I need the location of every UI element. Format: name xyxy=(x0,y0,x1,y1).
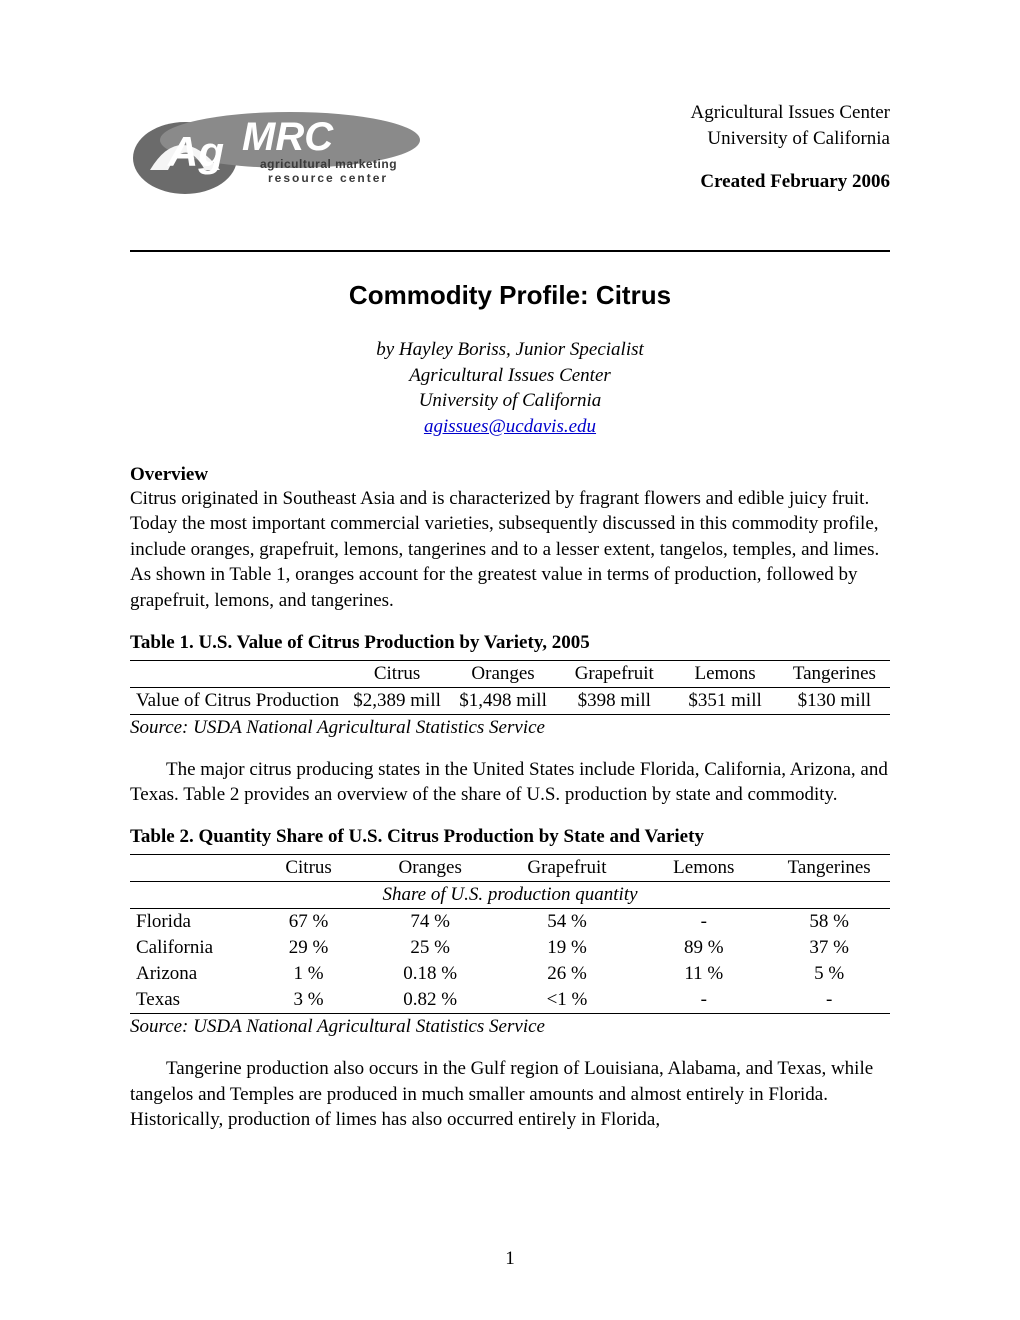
table1-col-2: Oranges xyxy=(449,660,557,687)
table2-val-3-1: 0.82 % xyxy=(366,987,495,1014)
byline-org: Agricultural Issues Center xyxy=(130,363,890,389)
table2-row-label: Florida xyxy=(130,909,252,936)
table2-val-3-2: <1 % xyxy=(495,987,639,1014)
table2: CitrusOrangesGrapefruitLemonsTangerines … xyxy=(130,854,890,1014)
byline-email-link[interactable]: agissues@ucdavis.edu xyxy=(424,416,596,437)
logo-tagline-2: resource center xyxy=(268,171,388,185)
table1-val-2: $398 mill xyxy=(557,687,671,714)
table2-val-2-2: 26 % xyxy=(495,961,639,987)
table2-subhead: Share of U.S. production quantity xyxy=(130,882,890,909)
table2-caption: Table 2. Quantity Share of U.S. Citrus P… xyxy=(130,826,890,848)
logo-tagline-1: agricultural marketing xyxy=(260,157,397,171)
paragraph-2: The major citrus producing states in the… xyxy=(130,757,890,808)
table2-subhead-row: Share of U.S. production quantity xyxy=(130,882,890,909)
table1-caption: Table 1. U.S. Value of Citrus Production… xyxy=(130,632,890,654)
svg-text:Ag: Ag xyxy=(167,128,224,175)
table2-row-florida: Florida67 %74 %54 %-58 % xyxy=(130,909,890,936)
table1-col-0 xyxy=(130,660,345,687)
table2-col-2: Oranges xyxy=(366,855,495,882)
table2-col-0 xyxy=(130,855,252,882)
table1-val-4: $130 mill xyxy=(779,687,890,714)
table2-val-0-3: - xyxy=(639,909,768,936)
table1-col-4: Lemons xyxy=(671,660,778,687)
table2-source: Source: USDA National Agricultural Stati… xyxy=(130,1016,890,1038)
table2-header-row: CitrusOrangesGrapefruitLemonsTangerines xyxy=(130,855,890,882)
table2-val-1-3: 89 % xyxy=(639,935,768,961)
agmrc-logo-svg: Ag MRC agricultural marketing resource c… xyxy=(130,100,430,200)
page-number: 1 xyxy=(0,1248,1020,1270)
table1-source: Source: USDA National Agricultural Stati… xyxy=(130,717,890,739)
table1-col-1: Citrus xyxy=(345,660,449,687)
table1-val-1: $1,498 mill xyxy=(449,687,557,714)
overview-paragraph: Citrus originated in Southeast Asia and … xyxy=(130,486,890,614)
table1-header-row: CitrusOrangesGrapefruitLemonsTangerines xyxy=(130,660,890,687)
byline-univ: University of California xyxy=(130,388,890,414)
table2-row-arizona: Arizona1 %0.18 %26 %11 %5 % xyxy=(130,961,890,987)
table1-col-3: Grapefruit xyxy=(557,660,671,687)
table2-row-label: Arizona xyxy=(130,961,252,987)
table2-val-0-4: 58 % xyxy=(768,909,890,936)
table2-val-2-0: 1 % xyxy=(252,961,366,987)
table2-row-label: California xyxy=(130,935,252,961)
org-line-2: University of California xyxy=(691,126,890,152)
table2-val-2-1: 0.18 % xyxy=(366,961,495,987)
table1-val-3: $351 mill xyxy=(671,687,778,714)
table2-col-5: Tangerines xyxy=(768,855,890,882)
table2-val-1-1: 25 % xyxy=(366,935,495,961)
table2-val-2-4: 5 % xyxy=(768,961,890,987)
table2-val-1-2: 19 % xyxy=(495,935,639,961)
table2-val-2-3: 11 % xyxy=(639,961,768,987)
svg-text:MRC: MRC xyxy=(242,115,334,159)
table2-val-3-0: 3 % xyxy=(252,987,366,1014)
overview-heading: Overview xyxy=(130,464,890,486)
document-title: Commodity Profile: Citrus xyxy=(130,280,890,311)
table2-val-0-1: 74 % xyxy=(366,909,495,936)
table2-col-1: Citrus xyxy=(252,855,366,882)
document-page: Ag MRC agricultural marketing resource c… xyxy=(0,0,1020,1320)
org-line-1: Agricultural Issues Center xyxy=(691,100,890,126)
table2-val-3-4: - xyxy=(768,987,890,1014)
table1-row-label: Value of Citrus Production xyxy=(130,687,345,714)
table2-val-3-3: - xyxy=(639,987,768,1014)
table2-val-0-2: 54 % xyxy=(495,909,639,936)
table1-val-0: $2,389 mill xyxy=(345,687,449,714)
table2-row-texas: Texas3 %0.82 %<1 %-- xyxy=(130,987,890,1014)
table2-val-1-4: 37 % xyxy=(768,935,890,961)
table2-row-california: California29 %25 %19 %89 %37 % xyxy=(130,935,890,961)
table2-val-0-0: 67 % xyxy=(252,909,366,936)
table1-col-5: Tangerines xyxy=(779,660,890,687)
byline-block: by Hayley Boriss, Junior Specialist Agri… xyxy=(130,337,890,440)
created-date: Created February 2006 xyxy=(691,169,890,195)
agmrc-logo: Ag MRC agricultural marketing resource c… xyxy=(130,100,430,200)
horizontal-rule xyxy=(130,250,890,252)
header-row: Ag MRC agricultural marketing resource c… xyxy=(130,100,890,200)
header-right: Agricultural Issues Center University of… xyxy=(691,100,890,195)
table2-col-4: Lemons xyxy=(639,855,768,882)
table1: CitrusOrangesGrapefruitLemonsTangerines … xyxy=(130,660,890,715)
table2-val-1-0: 29 % xyxy=(252,935,366,961)
table2-row-label: Texas xyxy=(130,987,252,1014)
byline-author: by Hayley Boriss, Junior Specialist xyxy=(130,337,890,363)
table2-col-3: Grapefruit xyxy=(495,855,639,882)
paragraph-3: Tangerine production also occurs in the … xyxy=(130,1056,890,1133)
table1-data-row: Value of Citrus Production$2,389 mill$1,… xyxy=(130,687,890,714)
